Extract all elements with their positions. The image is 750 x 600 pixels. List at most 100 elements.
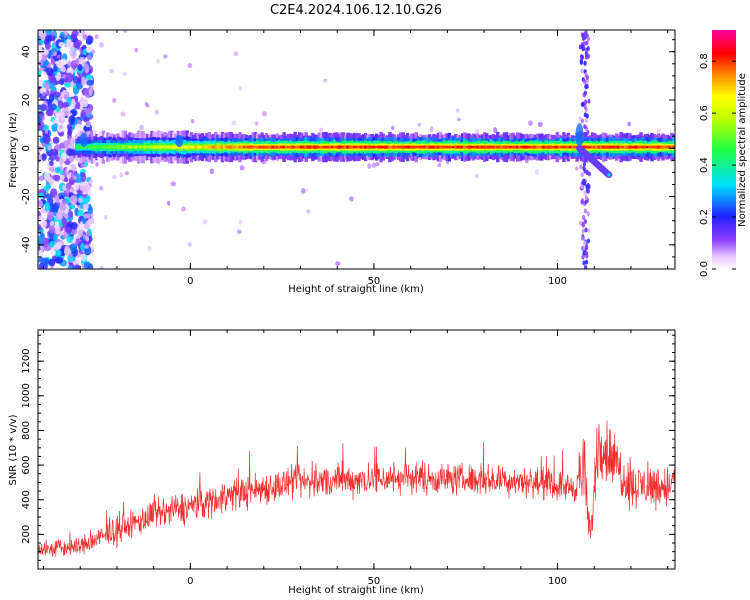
heatmap-cell [579, 54, 584, 60]
heatmap-cell [43, 133, 51, 144]
y-tick-label: 0 [21, 145, 32, 151]
heatmap-cell [38, 235, 43, 245]
heatmap-cell [489, 145, 493, 149]
heatmap-cell [374, 145, 379, 149]
heatmap-cell [163, 145, 167, 149]
heatmap-cell [304, 145, 308, 149]
heatmap-cell [385, 145, 390, 149]
heatmap-cell [377, 145, 381, 149]
heatmap-cell [412, 145, 416, 149]
heatmap-cell [322, 145, 326, 149]
heatmap-cell [566, 145, 570, 149]
heatmap-cell [586, 145, 590, 149]
heatmap-cell [606, 145, 610, 149]
heatmap-cell [262, 145, 266, 149]
heatmap-cell [538, 121, 543, 127]
heatmap-cell [52, 136, 60, 144]
heatmap-cell [40, 57, 46, 63]
heatmap-cell [313, 145, 317, 149]
heatmap-cell [55, 256, 64, 264]
y-tick-label: 1000 [21, 383, 32, 408]
heatmap-cell [38, 141, 42, 148]
heatmap-cell [578, 220, 583, 226]
heatmap-cell [170, 181, 176, 187]
heatmap-cell [581, 35, 586, 41]
heatmap-cell [580, 68, 584, 74]
heatmap-cell [77, 63, 83, 72]
heatmap-cell [656, 145, 661, 149]
heatmap-cell [432, 145, 436, 149]
heatmap-cell [586, 46, 590, 52]
heatmap-cell [438, 145, 443, 149]
heatmap-cell [90, 145, 95, 149]
heatmap-cell [581, 228, 585, 234]
heatmap-cell [187, 63, 193, 69]
heatmap-cell [583, 99, 588, 105]
heatmap-cell [650, 145, 654, 149]
heatmap-cell [99, 42, 104, 48]
heatmap-cell [99, 265, 104, 269]
heatmap-cell [507, 145, 511, 149]
x-tick-label: 100 [548, 576, 567, 587]
heatmap-cell [447, 145, 452, 149]
heatmap-cell [623, 145, 628, 149]
y-tick-label: 20 [21, 94, 32, 107]
heatmap-cell [207, 145, 211, 149]
heatmap-cell [79, 132, 88, 148]
heatmap-cell [81, 172, 87, 183]
heatmap-cell [64, 196, 71, 204]
heatmap-cell [75, 42, 81, 50]
heatmap-cell [53, 91, 61, 98]
heatmap-cell [579, 164, 583, 170]
heatmap-cell [48, 75, 57, 84]
heatmap-cell [654, 145, 659, 149]
heatmap-cell [79, 145, 84, 149]
heatmap-cell [40, 104, 48, 112]
heatmap-cell [227, 145, 231, 149]
heatmap-cell [209, 145, 214, 149]
heatmap-cell [423, 145, 427, 149]
heatmap-cell [38, 175, 45, 182]
heatmap-cell [52, 234, 58, 242]
heatmap-cell [626, 145, 630, 149]
heatmap-cell [326, 145, 330, 149]
heatmap-cell [352, 145, 357, 149]
heatmap-cell [38, 263, 44, 269]
heatmap-cell [55, 197, 60, 203]
heatmap-cell [349, 196, 354, 202]
heatmap-cell [141, 145, 145, 149]
heatmap-cell [165, 145, 170, 149]
heatmap-cell [308, 145, 313, 149]
heatmap-cell [661, 145, 665, 149]
heatmap-cell [621, 145, 626, 149]
heatmap-cell [68, 115, 76, 125]
heatmap-cell [286, 145, 291, 149]
heatmap-cell [51, 202, 59, 213]
heatmap-cell [72, 259, 80, 267]
heatmap-cell [282, 145, 286, 149]
heatmap-cell [586, 211, 590, 217]
heatmap-cell [251, 145, 255, 149]
heatmap-cell [578, 116, 582, 122]
heatmap-cell [391, 125, 395, 131]
heatmap-cell [585, 40, 589, 46]
heatmap-cell [405, 145, 410, 149]
heatmap-cell [200, 145, 205, 149]
heatmap-cell [122, 71, 127, 76]
heatmap-cell [315, 145, 319, 149]
heatmap-cell [617, 145, 621, 149]
heatmap-cell [59, 157, 64, 166]
heatmap-cell [211, 145, 216, 149]
heatmap-cell [582, 161, 587, 167]
heatmap-cell [526, 145, 531, 149]
heatmap-cell [584, 250, 589, 256]
heatmap-cell [401, 145, 405, 149]
heatmap-cell [137, 145, 141, 149]
heatmap-cell [317, 145, 322, 149]
heatmap-cell [500, 145, 504, 149]
heatmap-cell [570, 145, 575, 149]
heatmap-cell [648, 145, 652, 149]
heatmap-cell [161, 145, 165, 149]
heatmap-cell [56, 54, 61, 59]
